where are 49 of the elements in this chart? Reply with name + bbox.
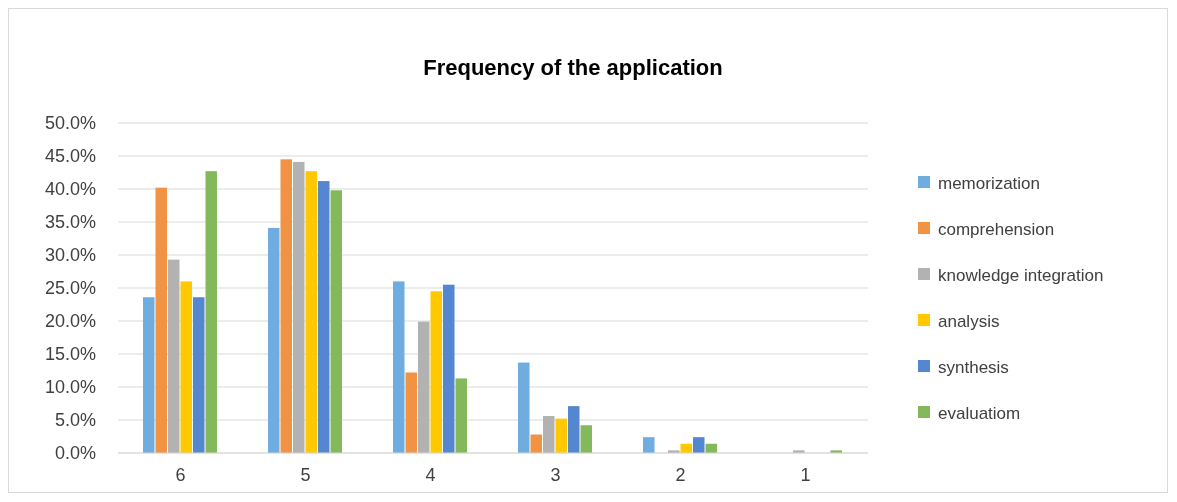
x-tick-label: 2 — [675, 465, 686, 485]
bar — [393, 281, 405, 453]
y-tick-label: 30.0% — [44, 245, 96, 266]
chart-title: Frequency of the application — [423, 55, 723, 80]
legend-label: synthesis — [938, 357, 1009, 377]
bar — [330, 190, 342, 453]
bar — [293, 161, 305, 453]
bar — [643, 437, 655, 453]
x-tick-label: 6 — [175, 465, 186, 485]
bar — [305, 171, 317, 453]
legend-label: evaluatiom — [938, 403, 1021, 423]
bar — [180, 281, 192, 453]
bar — [693, 437, 705, 453]
bar — [405, 372, 417, 453]
x-tick-label: 1 — [800, 465, 811, 485]
y-tick-label: 0.0% — [54, 443, 96, 464]
bar — [543, 416, 555, 453]
bar — [143, 297, 155, 453]
y-tick-label: 5.0% — [54, 410, 96, 431]
bar — [555, 418, 567, 453]
bar — [280, 159, 292, 453]
y-tick-label: 25.0% — [44, 278, 96, 299]
bar — [193, 297, 205, 453]
y-tick-label: 35.0% — [44, 212, 96, 233]
y-tick-label: 40.0% — [44, 179, 96, 200]
bar — [418, 321, 430, 453]
legend-label: analysis — [938, 311, 1000, 331]
legend-label: knowledge integration — [938, 265, 1104, 285]
y-tick-label: 45.0% — [44, 146, 96, 167]
x-tick-label: 3 — [550, 465, 561, 485]
bar — [580, 425, 592, 453]
bar — [518, 362, 530, 453]
y-tick-label: 20.0% — [44, 311, 96, 332]
legend-label: memorization — [938, 173, 1041, 193]
bar — [430, 291, 442, 453]
bar — [155, 187, 167, 453]
y-tick-label: 15.0% — [44, 344, 96, 365]
bar — [168, 259, 180, 453]
legend-label: comprehension — [938, 219, 1055, 239]
y-tick-label: 50.0% — [44, 113, 96, 134]
bar — [568, 406, 580, 453]
bar — [443, 284, 455, 453]
bar — [455, 378, 467, 453]
bar — [318, 181, 330, 453]
y-tick-label: 10.0% — [44, 377, 96, 398]
bar — [205, 171, 217, 453]
x-tick-label: 4 — [425, 465, 436, 485]
bar — [268, 227, 280, 453]
x-tick-label: 5 — [300, 465, 311, 485]
